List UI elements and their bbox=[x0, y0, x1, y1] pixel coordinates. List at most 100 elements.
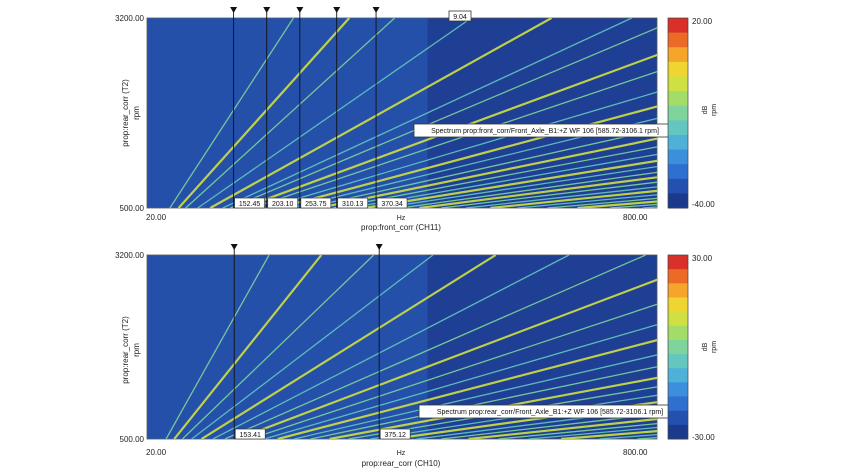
x-tick-left: 20.00 bbox=[146, 213, 167, 222]
colorbar-step bbox=[668, 193, 688, 209]
order-lines bbox=[147, 255, 843, 439]
colorbar-step bbox=[668, 382, 688, 398]
x-axis-label: prop:front_corr (CH11) bbox=[361, 223, 441, 232]
colorbar-unit: dB bbox=[702, 342, 709, 351]
colorbar-max: 30.00 bbox=[692, 254, 713, 263]
colorbar-unit: dB bbox=[702, 105, 709, 114]
cursor-label-box bbox=[234, 428, 266, 440]
cursor-label: 203.10 bbox=[272, 201, 294, 208]
colorbar-step bbox=[668, 424, 688, 440]
order-line bbox=[200, 255, 497, 439]
cursor-marker-icon[interactable] bbox=[230, 244, 238, 250]
colorbar-step bbox=[668, 149, 688, 165]
bottom-colormap-svg: 153.41 375.12 prop:rear_corr (T2) rpm 320… bbox=[115, 244, 843, 468]
legend-box[interactable]: Spectrum prop:front_corr/Front_Axle_B1:+… bbox=[413, 123, 677, 138]
cursor-marker-icon[interactable] bbox=[375, 244, 383, 250]
colorbar-step bbox=[668, 134, 688, 151]
y-tick-bottom: 500.00 bbox=[120, 435, 145, 444]
colorbar-step bbox=[668, 164, 688, 180]
colorbar-step bbox=[668, 410, 688, 426]
cursor-marker-icon[interactable] bbox=[263, 7, 271, 13]
order-line bbox=[236, 278, 657, 439]
colorbar-step bbox=[668, 255, 688, 270]
order-line bbox=[197, 18, 472, 208]
colorbar-step bbox=[668, 61, 688, 77]
colorbar-min: -40.00 bbox=[692, 200, 715, 209]
order-line bbox=[400, 171, 657, 208]
order-line bbox=[191, 255, 434, 439]
colorbar-step bbox=[668, 178, 688, 194]
order-line bbox=[173, 255, 323, 439]
colorbar-step bbox=[668, 76, 688, 92]
order-line bbox=[251, 70, 657, 208]
order-line bbox=[165, 255, 270, 439]
cursor-label: 153.41 bbox=[240, 432, 262, 439]
cursor-label: 375.12 bbox=[384, 432, 406, 439]
cursor-marker-icon[interactable] bbox=[372, 7, 380, 13]
bottom-colormap-panel: 153.41 375.12 prop:rear_corr (T2) rpm 320… bbox=[0, 237, 843, 474]
order-line bbox=[263, 324, 657, 439]
colorbar-max: 20.00 bbox=[692, 17, 713, 26]
colorbar-step bbox=[668, 297, 688, 313]
order-line bbox=[290, 117, 657, 208]
colorbar-unit-secondary: rpm bbox=[711, 341, 718, 353]
legend-box[interactable]: Spectrum prop:rear_corr/Front_Axle_B1:+Z… bbox=[418, 404, 682, 419]
colorbar bbox=[667, 17, 689, 209]
cursor-label-box bbox=[376, 197, 408, 209]
order-line bbox=[185, 18, 396, 208]
y-tick-top: 3200.00 bbox=[115, 14, 144, 23]
y-axis-unit: rpm bbox=[132, 106, 141, 120]
cursor-label-box bbox=[267, 197, 299, 209]
order-line bbox=[230, 27, 657, 208]
cursor-label: 152.45 bbox=[239, 201, 261, 208]
x-tick-left: 20.00 bbox=[146, 448, 167, 457]
order-line bbox=[304, 128, 657, 208]
cursor-readout-box[interactable]: 9.04 bbox=[448, 10, 472, 22]
legend-text: Spectrum prop:front_corr/Front_Axle_B1:+… bbox=[431, 128, 659, 135]
cursor-label-box bbox=[234, 197, 265, 209]
colorbar-frame bbox=[667, 254, 689, 440]
cursor-marker-icon[interactable] bbox=[333, 7, 341, 13]
order-line bbox=[318, 137, 657, 208]
cursor-marker-icon[interactable] bbox=[230, 7, 238, 13]
energy-band bbox=[147, 255, 428, 439]
x-tick-right: 800.00 bbox=[623, 213, 648, 222]
colorbar-step bbox=[668, 368, 688, 383]
cursor-marker-icon[interactable] bbox=[296, 7, 304, 13]
y-tick-top: 3200.00 bbox=[115, 251, 144, 260]
y-axis-unit: rpm bbox=[132, 343, 141, 357]
x-axis-unit: Hz bbox=[397, 450, 406, 457]
colorbar-step bbox=[668, 339, 688, 355]
colorbar-unit-secondary: rpm bbox=[711, 104, 718, 116]
cursor-lines[interactable]: 153.41 375.12 bbox=[230, 244, 411, 440]
order-line bbox=[278, 105, 657, 208]
cursor-label: 370.34 bbox=[381, 201, 403, 208]
colorbar-step bbox=[668, 269, 688, 284]
x-axis-unit: Hz bbox=[397, 215, 406, 222]
x-tick-right: 800.00 bbox=[623, 448, 648, 457]
order-lines bbox=[147, 18, 657, 208]
top-colormap-svg: 152.45 203.10 253.75 310.13 370.34 prop:rear… bbox=[115, 7, 718, 232]
cursor-lines[interactable]: 152.45 203.10 253.75 310.13 370.34 bbox=[230, 7, 408, 209]
cursor-label-box bbox=[379, 428, 411, 440]
colorbar-min: -30.00 bbox=[692, 433, 715, 442]
order-line bbox=[249, 303, 657, 439]
colorbar-step bbox=[668, 105, 688, 121]
order-line bbox=[181, 255, 375, 439]
colorbar-step bbox=[668, 311, 688, 327]
colorbar-step bbox=[668, 32, 688, 48]
cursor-label: 253.75 bbox=[305, 201, 327, 208]
order-line bbox=[212, 255, 570, 439]
colorbar-step bbox=[668, 283, 688, 298]
cursor-label-box bbox=[300, 197, 332, 209]
order-line bbox=[676, 255, 843, 439]
colorbar-step bbox=[668, 396, 688, 412]
y-axis-label: prop:rear_corr (T2) bbox=[121, 79, 130, 147]
order-line bbox=[333, 146, 657, 208]
cursor-label-box bbox=[337, 197, 369, 209]
colorbar-step bbox=[668, 91, 688, 107]
top-colormap-panel: 152.45 203.10 253.75 310.13 370.34 prop:rear… bbox=[115, 7, 718, 232]
order-line bbox=[177, 18, 351, 208]
order-line bbox=[222, 18, 632, 208]
order-line bbox=[381, 165, 657, 208]
